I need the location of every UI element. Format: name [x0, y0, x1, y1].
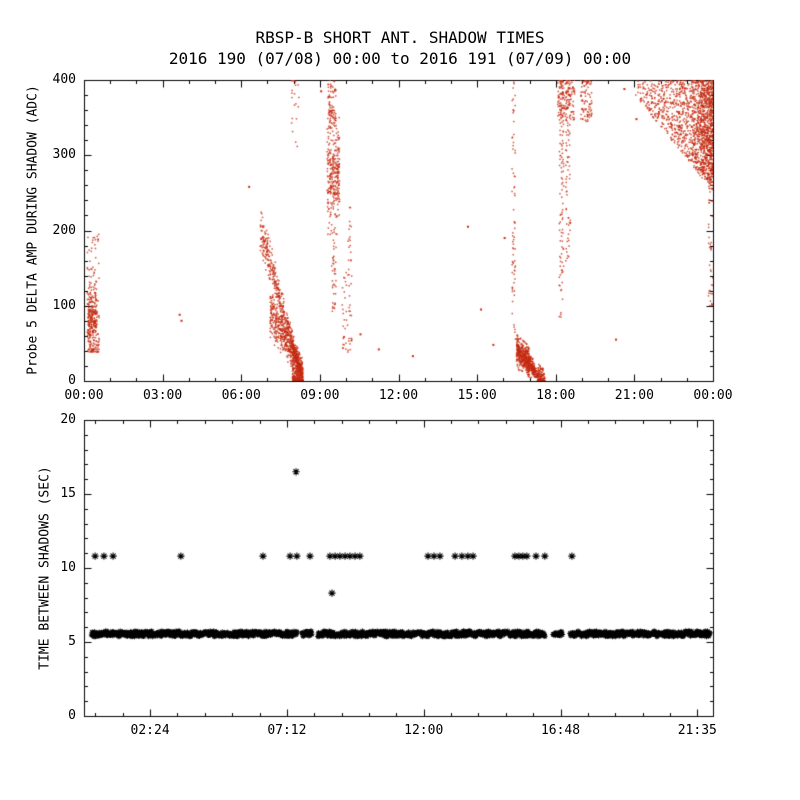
- y-tick-label: 5: [68, 634, 76, 649]
- y-tick-label: 10: [60, 560, 76, 575]
- x-tick-label: 00:00: [64, 388, 104, 403]
- x-tick-label: 21:00: [614, 388, 654, 403]
- x-tick-label: 12:00: [404, 723, 444, 738]
- x-tick-label: 15:00: [457, 388, 497, 403]
- x-tick-label: 16:48: [540, 723, 581, 738]
- x-tick-label: 21:35: [677, 723, 717, 738]
- y-tick-label: 300: [52, 147, 76, 163]
- x-tick-label: 03:00: [143, 388, 183, 403]
- x-tick-label: 02:24: [130, 723, 170, 738]
- x-tick-label: 09:00: [300, 388, 340, 403]
- x-tick-label: 07:12: [267, 723, 307, 738]
- y-tick-label: 200: [52, 222, 76, 238]
- y-tick-label: 15: [60, 486, 76, 501]
- y-tick-label: 20: [60, 412, 76, 427]
- y-tick-label: 0: [68, 373, 76, 388]
- x-tick-label: 06:00: [221, 388, 261, 403]
- x-tick-label: 18:00: [536, 388, 576, 403]
- x-tick-label: 00:00: [693, 388, 733, 403]
- y-tick-label: 0: [68, 708, 76, 723]
- y-tick-label: 100: [52, 297, 76, 313]
- y-tick-label: 400: [52, 72, 76, 87]
- x-tick-label: 12:00: [378, 388, 419, 403]
